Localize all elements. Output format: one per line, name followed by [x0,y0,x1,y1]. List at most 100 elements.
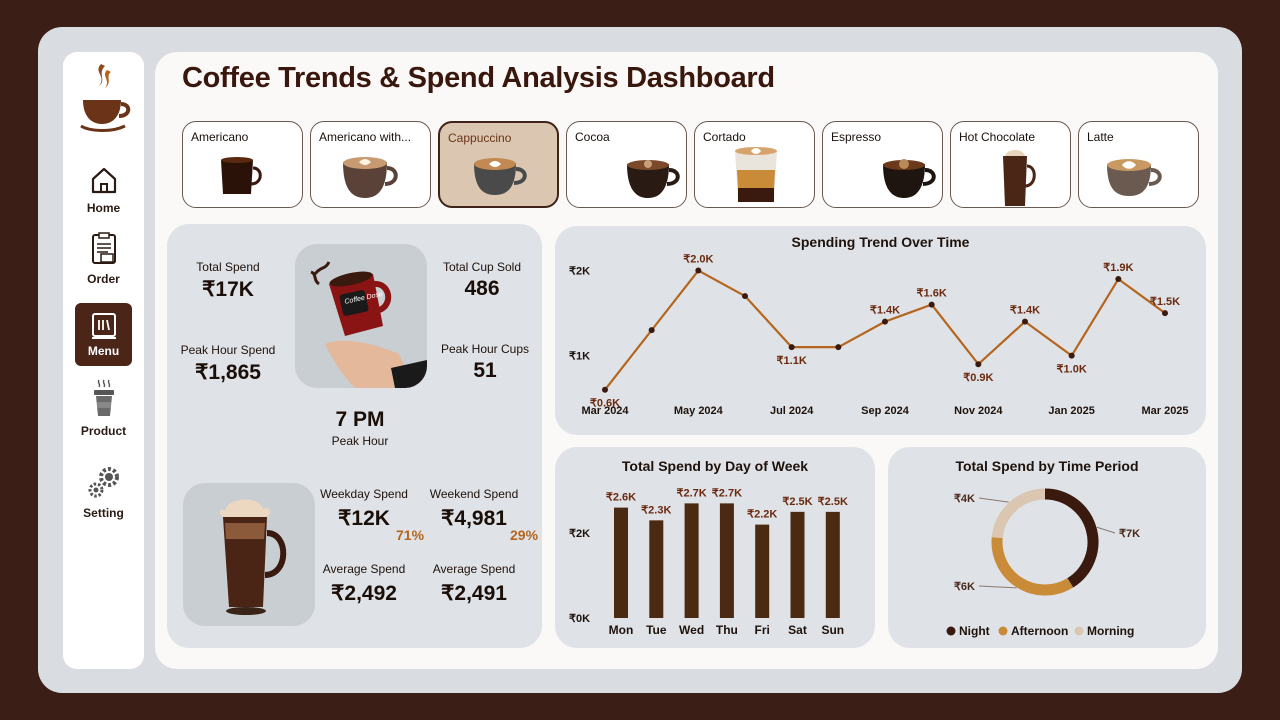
coffee-tile-americano-with-milk[interactable]: Americano with... [310,121,431,208]
americano-with-milk-cup-icon [343,157,398,198]
legend-swatch [946,626,956,636]
trend-point [1162,310,1168,317]
weekend-spend-pct: 29% [510,527,539,543]
hot-chocolate-glass-icon [1003,150,1036,206]
day-bar-label: ₹2.5K [818,496,848,508]
weekend-spend-value: ₹4,981 [441,507,507,530]
nav-product[interactable]: Product [63,378,144,438]
kpi-total-spend-label: Total Spend [196,260,260,274]
trend-point [1022,318,1028,325]
kpi-peak-hour-spend-label: Peak Hour Spend [180,343,276,357]
coffee-tile-americano[interactable]: Americano [182,121,303,208]
period-chart-title: Total Spend by Time Period [955,458,1139,474]
coffee-tile-hot-chocolate[interactable]: Hot Chocolate [950,121,1071,208]
avg-weekend-spend-value: ₹2,491 [441,582,507,605]
coffee-tile-espresso[interactable]: Espresso [822,121,943,208]
page-title: Coffee Trends & Spend Analysis Dashboard [182,62,775,94]
x-tick-label: Tue [646,623,667,637]
trend-point [602,386,608,393]
day-bar-label: ₹2.2K [747,509,777,521]
trend-data-label: ₹1.6K [917,288,947,300]
legend-swatch [998,626,1008,636]
nav-home[interactable]: Home [63,165,144,215]
trend-point [695,267,702,274]
weekday-spend-pct: 71% [396,527,425,543]
nav-setting-label: Setting [83,506,124,520]
avg-weekday-spend-value: ₹2,492 [331,582,397,605]
day-bar-label: ₹2.3K [641,504,671,516]
trend-point [788,344,795,351]
trend-point [1068,352,1075,359]
y-tick-label: ₹0K [569,613,590,625]
coffee-tile-label: Americano [191,130,249,144]
y-tick-label: ₹2K [569,266,590,278]
trend-data-label: ₹1.4K [870,305,900,317]
coffee-tile-cortado[interactable]: Cortado [694,121,815,208]
order-icon [91,232,116,264]
trend-data-label: ₹0.9K [963,372,993,384]
trend-data-label: ₹1.5K [1150,296,1180,308]
trend-data-label: ₹1.4K [1010,305,1040,317]
nav-menu-label: Menu [87,343,120,358]
legend-label: Afternoon [1011,624,1068,638]
x-tick-label: Jan 2025 [1048,405,1094,417]
trend-data-label: ₹1.9K [1103,262,1133,274]
legend-label: Morning [1087,624,1134,638]
donut-leader-line [1096,526,1116,534]
legend-swatch [1074,626,1084,636]
nav-order[interactable]: Order [63,232,144,286]
nav-menu[interactable]: Menu [63,303,144,366]
day-bar-label: ₹2.7K [676,487,706,499]
brand-logo [77,60,131,137]
kpi-peak-hour-value: 7 PM [335,408,385,431]
avg-weekday-spend: Average Spend ₹2,492 [316,562,412,606]
nav-menu-highlight: Menu [75,303,132,366]
weekday-spend: Weekday Spend ₹12K [318,487,410,531]
x-tick-label: Wed [679,623,704,637]
weekday-spend-value: ₹12K [338,507,390,530]
latte-cup-icon [1107,159,1162,196]
coffee-tile-label: Espresso [831,130,882,144]
nav-product-label: Product [80,424,127,438]
day-bar [755,524,770,618]
coffee-tile-label: Latte [1087,130,1114,144]
trend-point [975,361,982,368]
kpi-total-cups-value: 486 [464,277,500,300]
coffee-tile-cocoa[interactable]: Cocoa [566,121,687,208]
trend-point [928,301,935,308]
day-chart-title: Total Spend by Day of Week [621,458,809,474]
nav-setting[interactable]: Setting [63,464,144,520]
home-icon [91,167,116,194]
product-icon [93,379,114,416]
x-tick-label: Mar 2024 [581,405,629,417]
kpi-peak-hour-spend-value: ₹1,865 [195,361,261,384]
y-tick-label: ₹1K [569,351,590,363]
coffee-tile-latte[interactable]: Latte [1078,121,1199,208]
day-bar-label: ₹2.7K [712,487,742,499]
trend-data-label: ₹2.0K [683,254,713,266]
kpi-total-cups: Total Cup Sold 486 [432,260,532,301]
trend-line-chart: ₹1K ₹2K ₹0.6K ₹2.0K ₹1.1K ₹1.4K ₹1.6K ₹0.9K ₹1.4… [569,254,1189,417]
coffee-tile-label: Americano with... [319,130,412,144]
x-tick-label: Sun [821,623,844,637]
kpi-peak-hour-cups-value: 51 [473,359,497,382]
day-bar [614,507,628,618]
menu-icon [91,312,116,339]
trend-data-label: ₹0.6K [590,398,620,410]
coffee-tile-cappuccino[interactable]: Cappuccino [438,121,559,208]
coffee-tile-label: Cortado [703,130,746,144]
kpi-total-spend-value: ₹17K [202,278,254,301]
x-tick-label: Thu [716,623,738,637]
donut-leader-line [978,497,1009,503]
nav-home-label: Home [86,201,121,215]
cappuccino-cup-icon [474,158,527,195]
hot-chocolate-image [183,483,315,626]
kpi-peak-hour: 7 PM Peak Hour [310,408,410,448]
sidebar: Home Order Menu Product Setting [63,52,144,669]
day-bar-label: ₹2.5K [782,496,812,508]
kpi-peak-hour-spend: Peak Hour Spend ₹1,865 [174,343,282,385]
x-tick-label: Mon [609,623,634,637]
day-bar-label: ₹2.6K [606,492,636,504]
trend-data-label: ₹1.0K [1057,364,1087,376]
day-bar [719,503,734,618]
